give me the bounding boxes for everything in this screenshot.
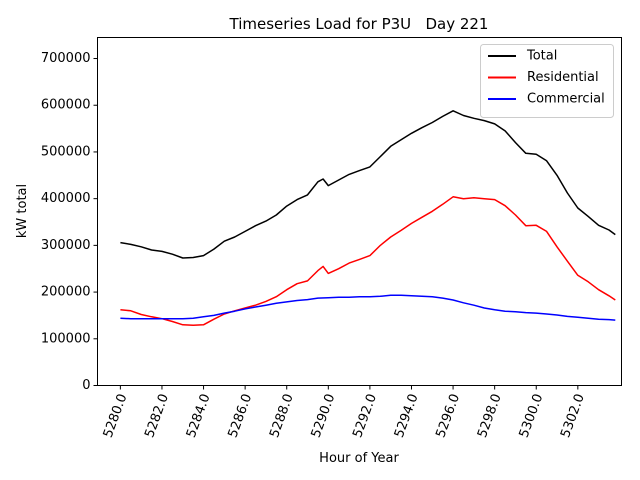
y-tick-label: 200000 [41, 285, 91, 300]
legend-label-total: Total [526, 49, 557, 64]
y-tick-label: 0 [82, 378, 90, 393]
y-axis-ticks: 0 100000 200000 300000 400000 500000 600000 700… [41, 51, 98, 393]
y-tick-label: 300000 [41, 238, 91, 253]
x-axis-label: Hour of Year [319, 451, 399, 466]
y-tick-label: 400000 [41, 191, 91, 206]
legend-label-commercial: Commercial [527, 92, 605, 107]
y-tick-label: 100000 [41, 331, 91, 346]
legend: Total Residential Commercial [480, 44, 614, 118]
series-lines [120, 110, 616, 326]
y-tick-label: 700000 [41, 51, 91, 66]
series-line-total [120, 110, 616, 259]
y-axis-label: kW total [15, 184, 30, 238]
series-line-residential [120, 196, 616, 326]
plot-frame [97, 37, 622, 386]
y-tick-label: 600000 [41, 98, 91, 113]
chart-title: Timeseries Load for P3U Day 221 [229, 15, 489, 33]
legend-label-residential: Residential [527, 70, 599, 85]
series-line-commercial [120, 294, 616, 321]
y-tick-label: 500000 [41, 144, 91, 159]
